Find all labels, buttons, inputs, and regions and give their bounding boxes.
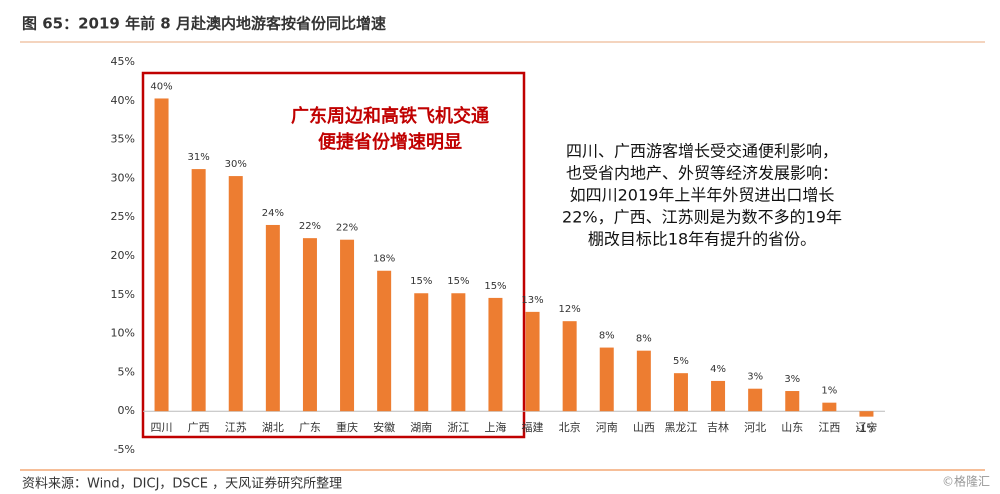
value-label: 40% [150, 81, 172, 92]
value-label: 5% [673, 356, 689, 367]
note-text: 22%，广西、江苏则是为数不多的19年 [562, 208, 842, 227]
bar [414, 293, 429, 412]
y-tick-label: 5% [118, 365, 135, 378]
source-note: 资料来源：Wind，DICJ，DSCE ，天风证券研究所整理 [22, 476, 342, 492]
note-text: 四川、广西游客增长受交通便利影响， [566, 142, 838, 161]
bar [302, 238, 317, 412]
y-tick-label: 25% [111, 210, 135, 223]
bar [154, 98, 169, 412]
value-label: -1% [857, 424, 876, 435]
x-tick-label: 广西 [188, 421, 210, 434]
x-tick-label: 辽宁 [855, 420, 877, 434]
x-tick-label: 山东 [781, 421, 803, 434]
value-label: 13% [521, 295, 543, 306]
bar [636, 350, 651, 412]
x-tick-label: 广东 [299, 421, 321, 434]
bar [599, 347, 614, 412]
bar [562, 321, 577, 412]
value-label: 30% [225, 159, 247, 170]
bar [340, 239, 355, 412]
note-text: 也受省内地产、外贸等经济发展影响： [566, 164, 838, 183]
x-tick-label: 山西 [633, 421, 655, 434]
chart-title: 图 65：2019 年前 8 月赴澳内地游客按省份同比增速 [22, 15, 386, 33]
highlight-box [141, 71, 526, 439]
value-label: 18% [373, 254, 395, 265]
y-tick-label: 20% [111, 249, 135, 262]
value-label: 3% [784, 374, 800, 385]
bar [822, 402, 837, 412]
note-text: 棚改目标比18年有提升的省份。 [588, 230, 816, 249]
bar [191, 169, 206, 412]
bar [451, 293, 466, 412]
y-tick-label: 10% [111, 327, 135, 340]
x-tick-label: 河北 [744, 421, 766, 434]
watermark: ©格隆汇 [942, 474, 990, 489]
value-label: 12% [559, 304, 581, 315]
value-label: 4% [710, 364, 726, 375]
x-tick-label: 上海 [484, 420, 506, 434]
y-tick-label: 15% [111, 288, 135, 301]
value-label: 15% [447, 276, 469, 287]
bar [673, 373, 688, 412]
x-tick-label: 北京 [559, 420, 581, 434]
y-tick-label: 45% [111, 55, 135, 68]
value-label: 8% [599, 331, 615, 342]
x-tick-label: 湖北 [262, 421, 284, 434]
value-label: 15% [410, 276, 432, 287]
x-tick-label: 重庆 [336, 420, 358, 434]
bar [377, 270, 392, 412]
x-tick-label: 安徽 [373, 420, 395, 434]
bar [265, 224, 280, 412]
bar [488, 297, 503, 412]
y-tick-label: -5% [114, 443, 135, 456]
highlight-text: 广东周边和高铁飞机交通 [291, 105, 489, 127]
value-label: 1% [821, 386, 837, 397]
y-tick-label: 30% [111, 171, 135, 184]
value-label: 15% [484, 281, 506, 292]
x-tick-label: 江苏 [225, 421, 247, 434]
bar [859, 411, 874, 417]
x-tick-label: 黑龙江 [664, 421, 697, 434]
value-label: 24% [262, 208, 284, 219]
note-text: 如四川2019年上半年外贸进出口增长 [570, 186, 835, 205]
value-label: 22% [336, 223, 358, 234]
value-label: 31% [188, 152, 210, 163]
bar [748, 388, 763, 412]
highlight-text: 便捷省份增速明显 [318, 131, 462, 153]
y-tick-label: 40% [111, 94, 135, 107]
value-label: 22% [299, 221, 321, 232]
value-label: 8% [636, 334, 652, 345]
bar [785, 391, 800, 412]
x-tick-label: 河南 [596, 421, 618, 434]
x-tick-label: 江西 [818, 421, 840, 434]
y-tick-label: 0% [118, 404, 135, 417]
bar [228, 176, 243, 412]
x-tick-label: 湖南 [410, 421, 432, 434]
x-tick-label: 福建 [522, 420, 544, 434]
y-tick-label: 35% [111, 133, 135, 146]
bar [525, 311, 540, 412]
x-tick-label: 吉林 [707, 420, 729, 434]
value-label: 3% [747, 372, 763, 383]
x-tick-label: 四川 [151, 421, 173, 434]
x-tick-label: 浙江 [447, 421, 469, 434]
bar [711, 380, 726, 412]
